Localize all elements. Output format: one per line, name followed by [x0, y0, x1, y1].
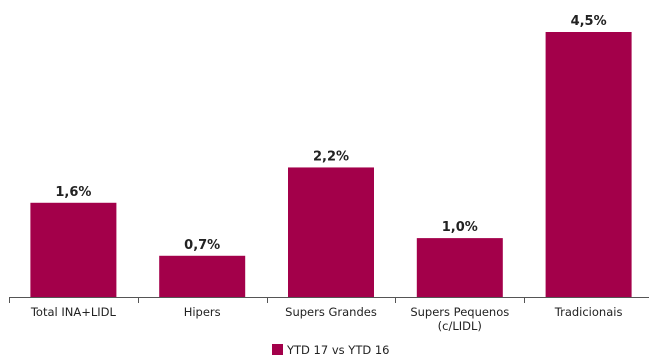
- x-tick-labels-layer: Total INA+LIDL Hipers Supers Grandes Supers…: [30, 305, 623, 333]
- x-tick-label: Supers Pequenos (c/LIDL): [410, 305, 509, 333]
- x-tick-label: Supers Grandes: [285, 305, 377, 319]
- bar: [288, 167, 374, 297]
- x-tick-label: Total INA+LIDL: [30, 305, 117, 319]
- x-ticks-layer: [9, 297, 525, 303]
- bar: [30, 202, 117, 297]
- x-tick-label: Hipers: [184, 305, 221, 319]
- legend: YTD 17 vs YTD 16: [272, 343, 390, 357]
- bar-value-label: 1,0%: [442, 220, 478, 235]
- bar-value-label: 4,5%: [571, 14, 607, 29]
- bars-layer: [30, 32, 632, 297]
- legend-swatch: [272, 344, 283, 355]
- bar: [159, 255, 246, 297]
- bar: [545, 32, 632, 297]
- legend-label: YTD 17 vs YTD 16: [286, 343, 390, 357]
- bar-value-label: 0,7%: [184, 238, 220, 253]
- value-labels-layer: 1,6% 0,7% 2,2% 1,0% 4,5%: [55, 14, 606, 253]
- bar: [416, 238, 503, 297]
- bar-value-label: 1,6%: [55, 185, 91, 200]
- bar-value-label: 2,2%: [313, 149, 349, 164]
- x-tick-label: Tradicionais: [554, 305, 623, 319]
